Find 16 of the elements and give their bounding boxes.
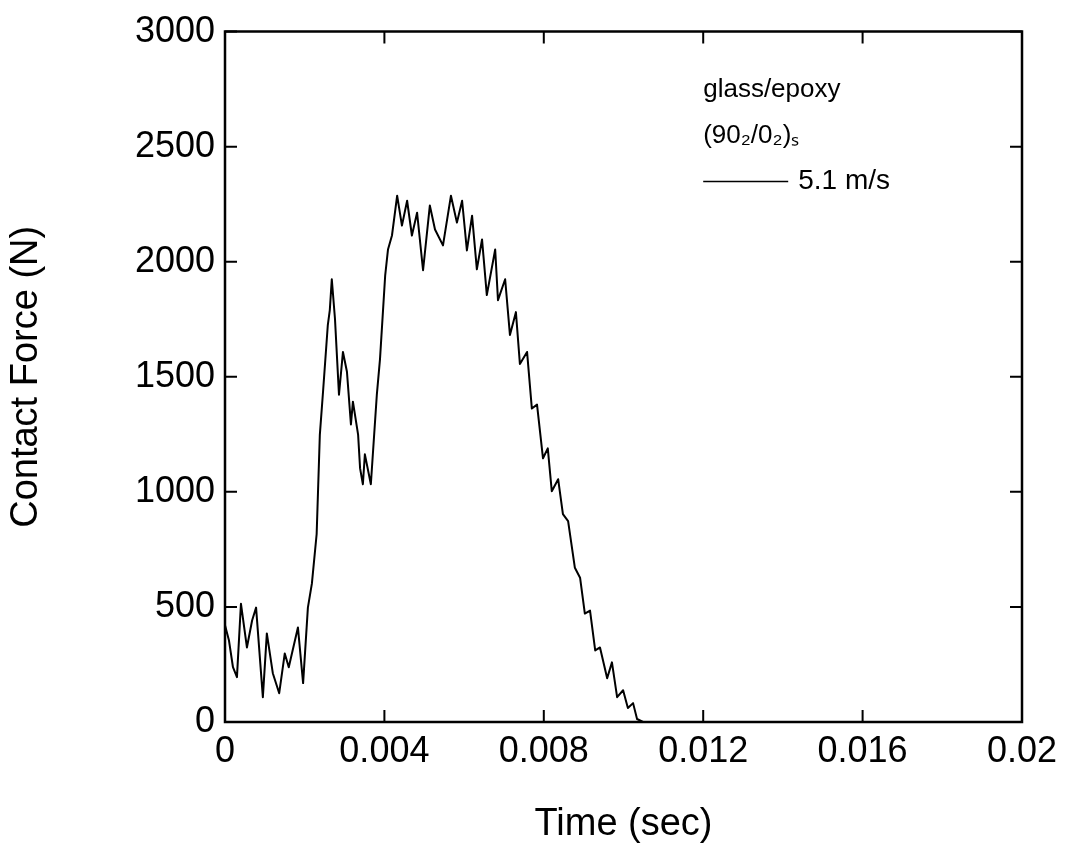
y-tick-label: 2500	[134, 123, 215, 165]
y-tick-label: 1500	[134, 353, 215, 395]
x-tick-label: 0.004	[339, 728, 430, 770]
legend-label: 5.1 m/s	[798, 164, 891, 196]
x-tick-label: 0.008	[498, 728, 589, 770]
y-tick-label: 2000	[134, 238, 215, 280]
y-tick-label: 1000	[134, 468, 215, 510]
x-axis-title: Time (sec)	[534, 800, 713, 843]
y-tick-label: 3000	[134, 8, 215, 50]
x-tick-label: 0.02	[986, 728, 1058, 770]
y-axis-title: Contact Force (N)	[3, 225, 46, 528]
x-tick-label: 0.012	[658, 728, 749, 770]
legend-title: glass/epoxy (90₂/0₂)ₛ	[703, 72, 841, 149]
y-tick-label: 500	[154, 583, 215, 625]
y-tick-label: 0	[194, 698, 215, 740]
x-tick-label: 0.016	[817, 728, 908, 770]
